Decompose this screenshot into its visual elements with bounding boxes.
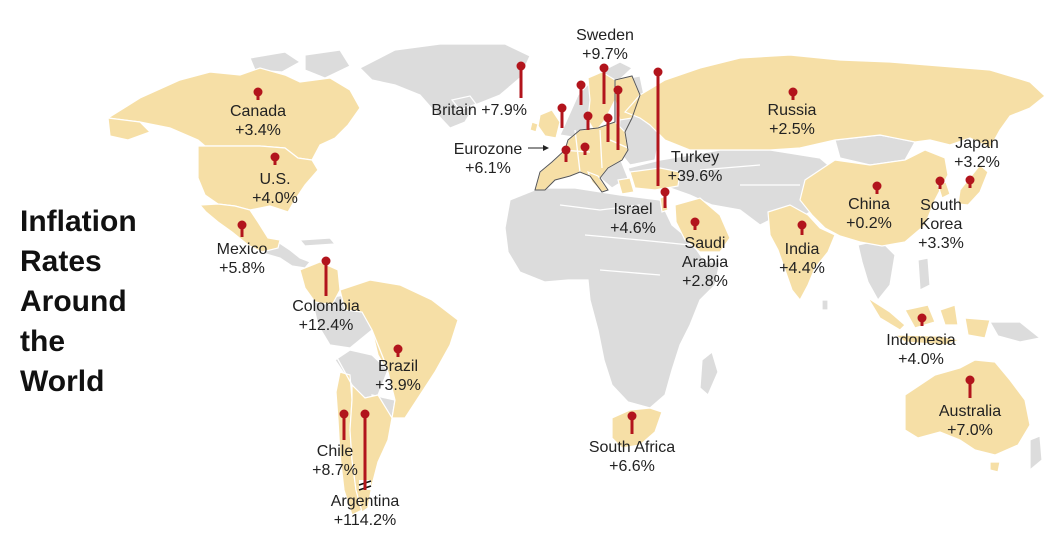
pin-israel: [660, 187, 670, 208]
label-colombia: Colombia +12.4%: [292, 298, 360, 334]
pin-head-argentina: [360, 409, 370, 419]
pin-chile: [339, 409, 349, 440]
label-mexico: Mexico +5.8%: [217, 241, 268, 277]
pin-britain: [557, 103, 567, 128]
pin-canada: [253, 87, 263, 100]
pin-eurozone-extra-4: [613, 85, 623, 150]
label-brazil: Brazil +3.9%: [375, 358, 421, 394]
pin-australia: [965, 375, 975, 398]
label-china: China +0.2%: [846, 196, 892, 232]
pin-head-eurozone-extra-2: [583, 111, 593, 121]
pin-head-canada: [253, 87, 263, 97]
label-britain: Britain +7.9%: [431, 102, 527, 119]
label-us: U.S. +4.0%: [252, 171, 298, 207]
pin-japan: [965, 175, 975, 188]
pin-head-japan: [965, 175, 975, 185]
pin-head-israel: [660, 187, 670, 197]
pin-china: [872, 181, 882, 194]
pin-head-chile: [339, 409, 349, 419]
pin-head-indonesia: [917, 313, 927, 323]
labels-layer: Canada +3.4% U.S. +4.0% Mexico +5.8% Colombia +…: [217, 27, 1002, 529]
pin-russia: [788, 87, 798, 100]
pin-south_africa: [627, 411, 637, 434]
pin-head-eurozone-extra-4: [613, 85, 623, 95]
label-eurozone: Eurozone +6.1%: [454, 141, 523, 177]
label-sweden: Sweden +9.7%: [576, 27, 634, 63]
pin-head-india: [797, 220, 807, 230]
pin-brazil: [393, 344, 403, 357]
pin-mexico: [237, 220, 247, 237]
pin-head-britain: [557, 103, 567, 113]
label-south_africa: South Africa +6.6%: [589, 439, 675, 475]
label-chile: Chile +8.7%: [312, 443, 358, 479]
pin-us: [270, 152, 280, 165]
pin-eurozone-extra-1: [576, 80, 586, 105]
pin-head-eurozone-extra-3: [603, 113, 613, 123]
label-south_korea: South Korea +3.3%: [918, 197, 964, 252]
pin-britain-extra: [516, 61, 526, 98]
label-saudi: Saudi Arabia +2.8%: [682, 235, 728, 290]
label-russia: Russia +2.5%: [768, 102, 817, 138]
pin-head-brazil: [393, 344, 403, 354]
pins-layer: [237, 61, 975, 490]
eurozone-outline: [534, 75, 641, 193]
pin-colombia: [321, 256, 331, 296]
pin-india: [797, 220, 807, 235]
country-borders: [329, 129, 800, 386]
pin-eurozone-extra-2: [583, 111, 593, 130]
label-japan: Japan +3.2%: [954, 135, 1000, 171]
pin-head-south_africa: [627, 411, 637, 421]
label-argentina: Argentina +114.2%: [331, 493, 400, 529]
pin-turkey: [653, 67, 663, 186]
pin-eurozone-extra-3: [603, 113, 613, 142]
label-canada: Canada +3.4%: [230, 103, 286, 139]
pin-head-colombia: [321, 256, 331, 266]
pin-head-china: [872, 181, 882, 191]
pin-sweden: [599, 63, 609, 104]
pin-head-britain-extra: [516, 61, 526, 71]
pin-argentina: [360, 409, 370, 490]
pin-head-mexico: [237, 220, 247, 230]
pin-south_korea: [935, 176, 945, 189]
label-israel: Israel +4.6%: [610, 201, 656, 237]
pin-head-eurozone: [561, 145, 571, 155]
pin-head-south_korea: [935, 176, 945, 186]
pin-head-turkey: [653, 67, 663, 77]
land-highlighted: [106, 54, 1046, 516]
label-india: India +4.4%: [779, 241, 825, 277]
label-indonesia: Indonesia +4.0%: [886, 332, 955, 368]
pin-head-us: [270, 152, 280, 162]
pin-saudi: [690, 217, 700, 230]
pin-head-eurozone-extra-5: [580, 142, 590, 152]
eurozone-arrow: [528, 145, 549, 151]
pin-head-sweden: [599, 63, 609, 73]
pin-head-saudi: [690, 217, 700, 227]
pin-eurozone-extra-5: [580, 142, 590, 155]
pin-indonesia: [917, 313, 927, 326]
pin-head-eurozone-extra-1: [576, 80, 586, 90]
label-turkey: Turkey +39.6%: [668, 149, 723, 185]
map-title: Inflation Rates Around the World: [20, 205, 137, 398]
pin-eurozone: [561, 145, 571, 162]
pin-head-australia: [965, 375, 975, 385]
label-australia: Australia +7.0%: [939, 403, 1001, 439]
pin-head-russia: [788, 87, 798, 97]
